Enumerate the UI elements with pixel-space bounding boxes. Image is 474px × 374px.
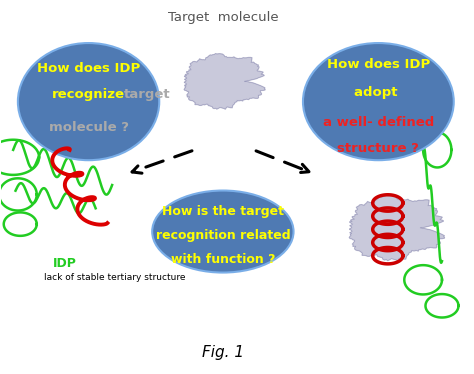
Ellipse shape	[152, 190, 293, 273]
Polygon shape	[349, 196, 445, 261]
Text: molecule ?: molecule ?	[48, 121, 128, 134]
Text: structure ?: structure ?	[337, 141, 419, 154]
Text: with function ?: with function ?	[171, 253, 275, 266]
Text: recognize: recognize	[52, 88, 125, 101]
Ellipse shape	[303, 43, 454, 160]
Ellipse shape	[18, 43, 159, 160]
Text: Target  molecule: Target molecule	[167, 11, 278, 24]
Text: Fig. 1: Fig. 1	[202, 345, 244, 360]
Text: IDP: IDP	[53, 257, 77, 270]
Text: How does IDP: How does IDP	[327, 58, 430, 71]
Text: How is the target: How is the target	[162, 205, 284, 218]
Text: lack of stable tertiary structure: lack of stable tertiary structure	[44, 273, 185, 282]
Text: a well- defined: a well- defined	[323, 116, 434, 129]
Text: How does IDP: How does IDP	[37, 62, 140, 75]
Text: target: target	[124, 88, 171, 101]
Text: adopt: adopt	[354, 86, 402, 99]
Text: recognition related: recognition related	[155, 229, 290, 242]
Polygon shape	[184, 54, 265, 109]
